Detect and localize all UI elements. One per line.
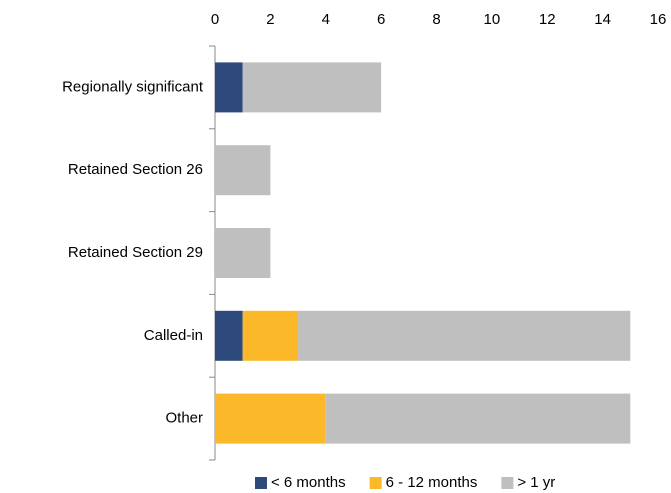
bar [215,228,271,278]
bar [215,393,326,444]
x-tick-label: 6 [377,11,385,28]
legend-label: > 1 yr [517,474,555,491]
y-tick-label: Called-in [144,327,203,344]
legend-label: < 6 months [271,474,346,491]
legend-swatch [501,477,514,489]
legend-swatch [255,477,267,489]
bar [325,393,631,444]
x-tick-label: 2 [266,11,274,28]
x-tick-label: 16 [650,11,667,28]
legend-label: 6 - 12 months [386,474,478,491]
y-tick-label: Retained Section 29 [68,244,203,261]
bar [242,310,299,361]
x-tick-label: 10 [484,11,501,28]
bar [215,145,271,196]
bar [215,62,243,113]
x-tick-label: 12 [539,11,556,28]
bar [215,310,243,361]
x-tick-label: 0 [211,11,219,28]
y-tick-label: Other [165,410,203,427]
x-tick-label: 14 [594,11,611,28]
x-tick-label: 4 [322,11,330,28]
x-tick-label: 8 [432,11,440,28]
bar [242,62,382,113]
y-tick-label: Retained Section 26 [68,161,203,178]
legend-swatch [369,477,382,489]
y-tick-label: Regionally significant [62,78,204,95]
bar [298,310,631,361]
